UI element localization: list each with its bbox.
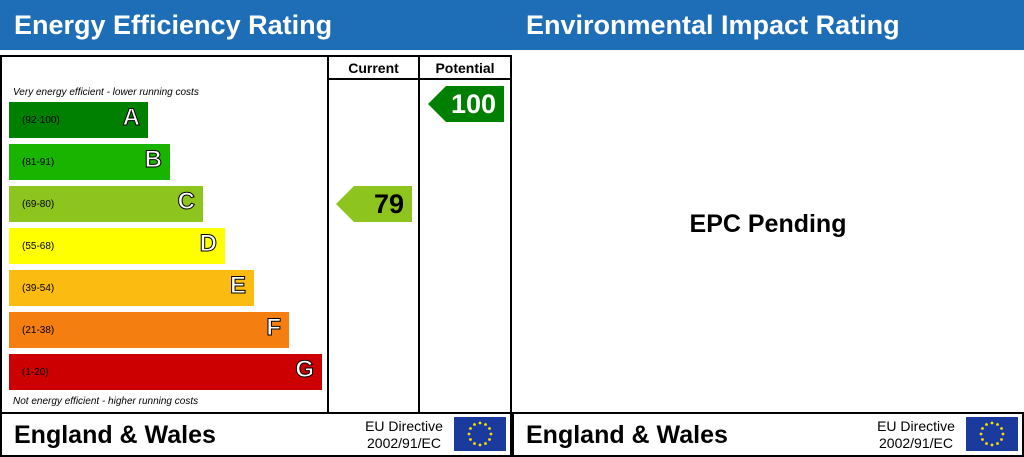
footer-country-right: England & Wales: [526, 421, 728, 449]
current-rating-value: 79: [373, 189, 404, 219]
eu-star: [1000, 427, 1003, 430]
eu-star: [467, 432, 471, 436]
current-rating-arrow: 79: [336, 186, 412, 222]
potential-column-divider: [418, 55, 420, 414]
eu-star: [469, 438, 472, 441]
eu-flag-icon-right: [966, 417, 1018, 451]
band-g-letter: G: [295, 356, 315, 384]
eu-star: [478, 421, 482, 425]
band-f-range: (21-38): [22, 325, 55, 336]
band-b-range: (81-91): [22, 157, 55, 168]
band-a: (92-100) A: [9, 102, 148, 138]
bottom-caption: Not energy efficient - higher running co…: [13, 396, 199, 407]
footer-directive: EU Directive 2002/91/EC: [354, 418, 454, 452]
band-d: (55-68) D: [9, 228, 225, 264]
band-c: (69-80) C: [9, 186, 203, 222]
footer-directive-right: EU Directive 2002/91/EC: [866, 418, 966, 452]
potential-arrow-shape: [428, 86, 504, 122]
directive-line-1: EU Directive: [365, 418, 443, 434]
energy-efficiency-title: Energy Efficiency Rating: [0, 0, 512, 50]
environmental-impact-panel: Environmental Impact Rating EPC Pending …: [512, 0, 1024, 457]
band-a-letter: A: [122, 104, 140, 132]
environmental-impact-title: Environmental Impact Rating: [512, 0, 1024, 50]
band-d-range: (55-68): [22, 241, 55, 252]
band-e-range: (39-54): [22, 283, 55, 294]
energy-efficiency-panel: Energy Efficiency Rating Current Potenti…: [0, 0, 512, 457]
directive-line-2-right: 2002/91/EC: [879, 435, 953, 451]
eu-star: [985, 442, 988, 445]
column-header-divider: [327, 78, 512, 80]
eu-star: [478, 443, 482, 447]
band-f-letter: F: [266, 314, 282, 342]
eu-star: [488, 438, 491, 441]
band-e: (39-54) E: [9, 270, 254, 306]
top-caption: Very energy efficient - lower running co…: [13, 87, 199, 98]
eu-stars-icon: [467, 421, 493, 447]
band-g: (1-20) G: [9, 354, 322, 390]
eu-star: [990, 443, 994, 447]
band-c-letter: C: [177, 188, 195, 216]
eu-flag-icon: [454, 417, 506, 451]
eu-star: [979, 432, 983, 436]
eu-star: [473, 442, 476, 445]
current-column-divider: [327, 55, 329, 414]
band-e-letter: E: [229, 272, 246, 300]
footer-frame-right: [512, 412, 1024, 457]
eu-star: [996, 423, 999, 426]
eu-star: [981, 438, 984, 441]
current-column-header: Current: [348, 60, 399, 76]
eu-star: [473, 423, 476, 426]
eu-star: [484, 423, 487, 426]
band-b: (81-91) B: [9, 144, 170, 180]
potential-rating-arrow: 100: [428, 86, 504, 122]
eu-star: [990, 421, 994, 425]
eu-star: [488, 427, 491, 430]
directive-line-1-right: EU Directive: [877, 418, 955, 434]
eu-stars-icon-right: [979, 421, 1005, 447]
eu-star: [1000, 438, 1003, 441]
band-a-range: (92-100): [22, 115, 60, 126]
footer-country: England & Wales: [14, 421, 216, 449]
eu-star: [484, 442, 487, 445]
band-b-letter: B: [144, 146, 162, 174]
band-d-letter: D: [199, 230, 217, 258]
epc-pending-text: EPC Pending: [689, 210, 847, 238]
potential-column-header: Potential: [435, 60, 495, 76]
eu-star: [1001, 432, 1005, 436]
eu-star: [981, 427, 984, 430]
directive-line-2: 2002/91/EC: [367, 435, 441, 451]
potential-rating-value: 100: [450, 89, 496, 119]
eu-star: [469, 427, 472, 430]
eu-star: [489, 432, 493, 436]
footer-frame: [0, 412, 512, 457]
eu-star: [985, 423, 988, 426]
band-f: (21-38) F: [9, 312, 289, 348]
band-c-range: (69-80): [22, 199, 55, 210]
current-arrow-shape: [336, 186, 412, 222]
eu-star: [996, 442, 999, 445]
band-g-range: (1-20): [22, 367, 49, 378]
